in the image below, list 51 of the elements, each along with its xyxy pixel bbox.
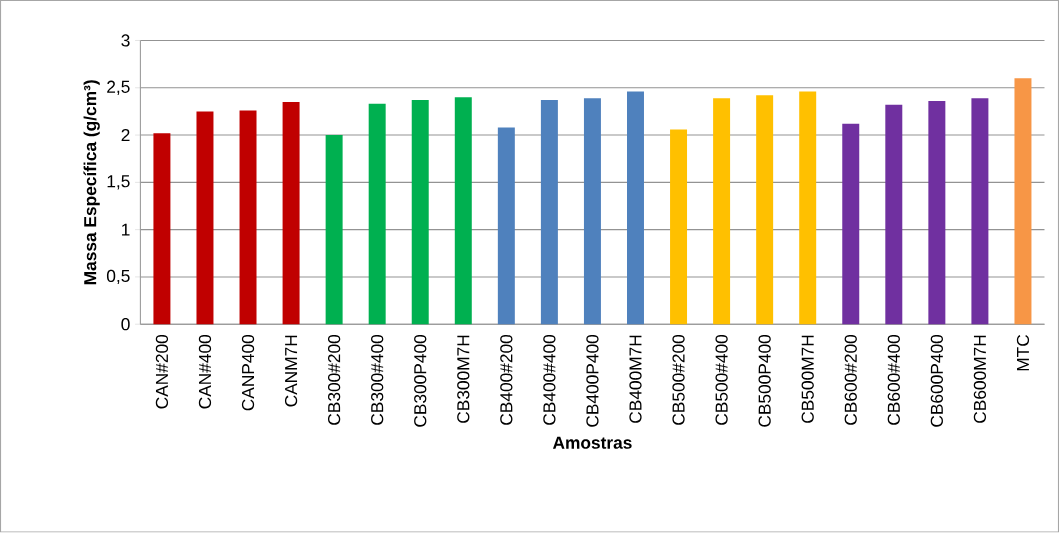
- x-tick-label: CB600#200: [844, 335, 857, 426]
- bar: [368, 104, 386, 325]
- bar: [928, 101, 946, 325]
- x-tick-label: CANM7H: [284, 335, 298, 407]
- x-axis-title: Amostras: [552, 437, 632, 450]
- bar: [670, 129, 688, 325]
- y-tick-label: 2,5: [107, 80, 130, 96]
- bar: [842, 123, 860, 325]
- bar: [325, 135, 343, 325]
- x-tick-label: CB600P400: [930, 335, 943, 427]
- x-tick-label: CB400#400: [543, 335, 556, 426]
- y-tick-label: 2: [121, 129, 130, 142]
- bar: [153, 133, 171, 325]
- bar: [454, 97, 472, 325]
- x-tick-label: CB300P400: [414, 335, 427, 427]
- bar: [583, 98, 601, 325]
- bar: [713, 98, 731, 325]
- bar: [196, 111, 214, 325]
- x-tick-label: CB300#400: [371, 335, 384, 426]
- x-tick-label: CB500#400: [715, 335, 728, 426]
- x-tick-label: CAN#200: [155, 335, 169, 409]
- x-tick-label: CB600#400: [887, 335, 900, 426]
- x-tick-label: CB600M7H: [973, 335, 987, 424]
- y-tick-label: 0,5: [106, 270, 130, 285]
- x-tick-label: CANP400: [241, 335, 255, 411]
- x-tick-label: CB500P400: [758, 335, 771, 427]
- x-tick-label: CB500M7H: [801, 335, 814, 424]
- y-axis-title: Massa Específica (g/cm³): [83, 80, 100, 285]
- x-tick-label: CB300#200: [327, 335, 341, 426]
- x-tick-label: CB400P400: [586, 335, 599, 427]
- bar: [756, 95, 774, 325]
- bar: [497, 127, 515, 325]
- bar: [627, 91, 644, 325]
- bar: [971, 98, 989, 325]
- y-tick-label: 1,5: [107, 175, 130, 190]
- y-tick-label: 3: [121, 34, 130, 47]
- y-tick-label: 0: [121, 318, 130, 331]
- bar: [411, 100, 429, 325]
- y-tick-label: 1: [122, 223, 130, 236]
- bar: [885, 105, 903, 325]
- x-tick-label: CB400M7H: [629, 335, 642, 424]
- bar: [282, 102, 300, 325]
- x-tick-label: CB400#200: [500, 335, 513, 426]
- bar: [1014, 78, 1032, 325]
- x-tick-label: CB500#200: [672, 335, 685, 426]
- x-tick-label: CB300M7H: [457, 335, 470, 424]
- bar: [799, 91, 817, 325]
- bar: [239, 110, 257, 325]
- x-tick-label: CAN#400: [198, 335, 212, 409]
- x-tick-label: MTC: [1016, 335, 1030, 371]
- bar: [540, 100, 558, 325]
